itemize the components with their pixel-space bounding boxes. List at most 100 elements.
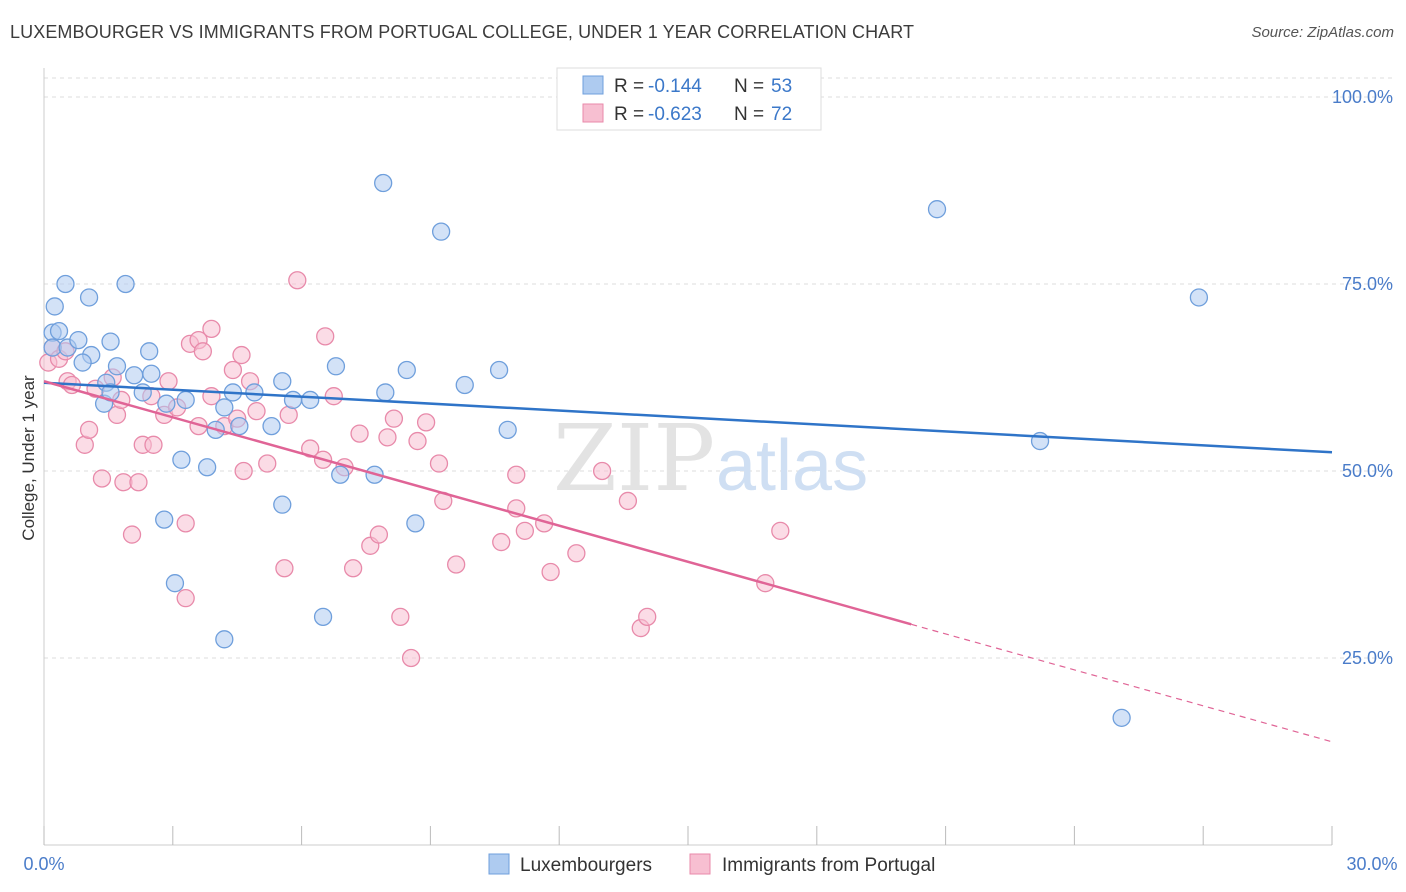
- portugal-point-69: [638, 607, 657, 627]
- portugal-point-36: [247, 402, 266, 421]
- legend-swatch-blue: [582, 75, 604, 95]
- portugal-point-66: [592, 461, 612, 481]
- luxembourger-point-46: [455, 375, 474, 395]
- luxembourger-point-11: [107, 357, 127, 376]
- luxembourger-point-20: [157, 394, 176, 413]
- bottom-legend-luxembourgers: Luxembourgers: [520, 855, 652, 876]
- luxembourger-point-37: [313, 607, 333, 627]
- luxembourger-point-45: [431, 222, 451, 241]
- y-tick-label-25: 25.0%: [1342, 648, 1393, 668]
- luxembourger-point-51: [1189, 288, 1209, 307]
- chart-title: LUXEMBOURGER VS IMMIGRANTS FROM PORTUGAL…: [10, 22, 915, 42]
- portugal-point-54: [408, 431, 427, 451]
- luxembourger-point-6: [69, 330, 88, 350]
- portugal-point-59: [492, 532, 511, 552]
- portugal-point-39: [279, 405, 298, 425]
- portugal-point-29: [202, 319, 221, 339]
- y-tick-label-100: 100.0%: [1332, 87, 1393, 107]
- bottom-legend: Luxembourgers Immigrants from Portugal: [488, 853, 935, 876]
- legend-r-value-1: -0.144: [648, 76, 702, 97]
- portugal-point-43: [316, 327, 335, 346]
- portugal-point-18: [144, 435, 163, 454]
- portugal-point-46: [343, 559, 363, 578]
- portugal-point-64: [541, 562, 560, 582]
- x-tick-label-min: 0.0%: [23, 854, 64, 874]
- portugal-point-34: [234, 461, 253, 481]
- luxembourger-point-27: [215, 398, 234, 417]
- luxembourger-point-3: [49, 321, 69, 341]
- portugal-point-38: [275, 559, 294, 578]
- luxembourger-point-7: [79, 288, 99, 307]
- watermark-zip: ZIP: [553, 405, 715, 512]
- luxembourger-point-10: [101, 332, 120, 351]
- luxembourger-point-2: [45, 297, 64, 316]
- legend-r-label-2: R =: [614, 104, 644, 125]
- legend-r-label-1: R =: [614, 76, 644, 97]
- luxembourger-point-25: [197, 458, 217, 477]
- portugal-point-20: [159, 372, 178, 391]
- luxembourger-point-39: [331, 465, 350, 484]
- portugal-point-49: [369, 525, 389, 544]
- portugal-point-67: [618, 491, 638, 511]
- luxembourger-point-47: [489, 360, 509, 380]
- portugal-point-44: [324, 387, 343, 406]
- luxembourger-point-48: [498, 420, 517, 440]
- portugal-point-51: [384, 409, 404, 428]
- portugal-point-15: [129, 473, 148, 492]
- luxembourger-point-49: [927, 200, 947, 219]
- luxembourger-point-29: [230, 416, 249, 436]
- portugal-point-33: [232, 345, 251, 365]
- portugal-point-31: [223, 360, 243, 380]
- luxembourger-point-12: [116, 274, 135, 294]
- luxembourger-point-36: [301, 390, 320, 410]
- y-tick-label-50: 50.0%: [1342, 461, 1393, 481]
- portugal-point-58: [447, 555, 466, 574]
- trend-line-portugal: [43, 380, 912, 626]
- luxembourger-point-35: [283, 390, 303, 410]
- portugal-point-61: [507, 465, 526, 484]
- legend-n-label-1: N =: [734, 76, 764, 97]
- trend-line-luxembourgers: [43, 381, 1333, 454]
- x-axis-ticks: [43, 826, 1333, 845]
- source-label: Source: ZipAtlas.com: [1251, 24, 1394, 41]
- trend-line-portugal-extension: [911, 623, 1333, 743]
- luxembourger-point-43: [397, 360, 416, 380]
- legend-n-value-1: 53: [771, 76, 792, 97]
- trend-lines: [43, 380, 1333, 743]
- luxembourger-point-38: [326, 357, 346, 376]
- bottom-legend-swatch-blue: [488, 853, 510, 875]
- portugal-point-65: [567, 544, 586, 563]
- legend-n-label-2: N =: [734, 104, 764, 125]
- legend-swatch-pink: [582, 103, 604, 123]
- luxembourger-point-31: [262, 416, 281, 436]
- luxembourger-point-22: [172, 450, 191, 469]
- portugal-point-40: [288, 271, 307, 290]
- legend-n-value-2: 72: [771, 104, 792, 125]
- luxembourger-point-33: [273, 495, 292, 514]
- portugal-point-47: [350, 424, 369, 443]
- luxembourger-point-21: [176, 390, 195, 410]
- portugal-point-23: [176, 589, 195, 608]
- luxembourger-point-18: [140, 342, 159, 361]
- luxembourger-point-16: [125, 366, 144, 385]
- y-tick-label-75: 75.0%: [1342, 274, 1393, 294]
- luxembourger-point-30: [245, 383, 264, 402]
- luxembourger-point-44: [406, 514, 425, 533]
- portugal-point-27: [193, 342, 213, 361]
- luxembourger-point-24: [165, 574, 185, 593]
- portugal-point-50: [378, 428, 397, 447]
- portugal-point-56: [429, 454, 449, 473]
- portugal-point-22: [176, 514, 195, 533]
- luxembourger-point-52: [1112, 708, 1131, 727]
- luxembourger-point-19: [142, 364, 161, 383]
- bottom-legend-portugal: Immigrants from Portugal: [722, 855, 935, 876]
- portugal-point-37: [258, 454, 277, 473]
- portugal-point-52: [391, 607, 410, 627]
- luxembourger-point-23: [155, 510, 174, 529]
- watermark-atlas: atlas: [716, 426, 868, 506]
- y-axis-label: College, Under 1 year: [19, 375, 38, 541]
- luxembourger-point-32: [273, 372, 292, 391]
- bottom-legend-swatch-pink: [689, 853, 711, 875]
- portugal-point-9: [92, 469, 112, 488]
